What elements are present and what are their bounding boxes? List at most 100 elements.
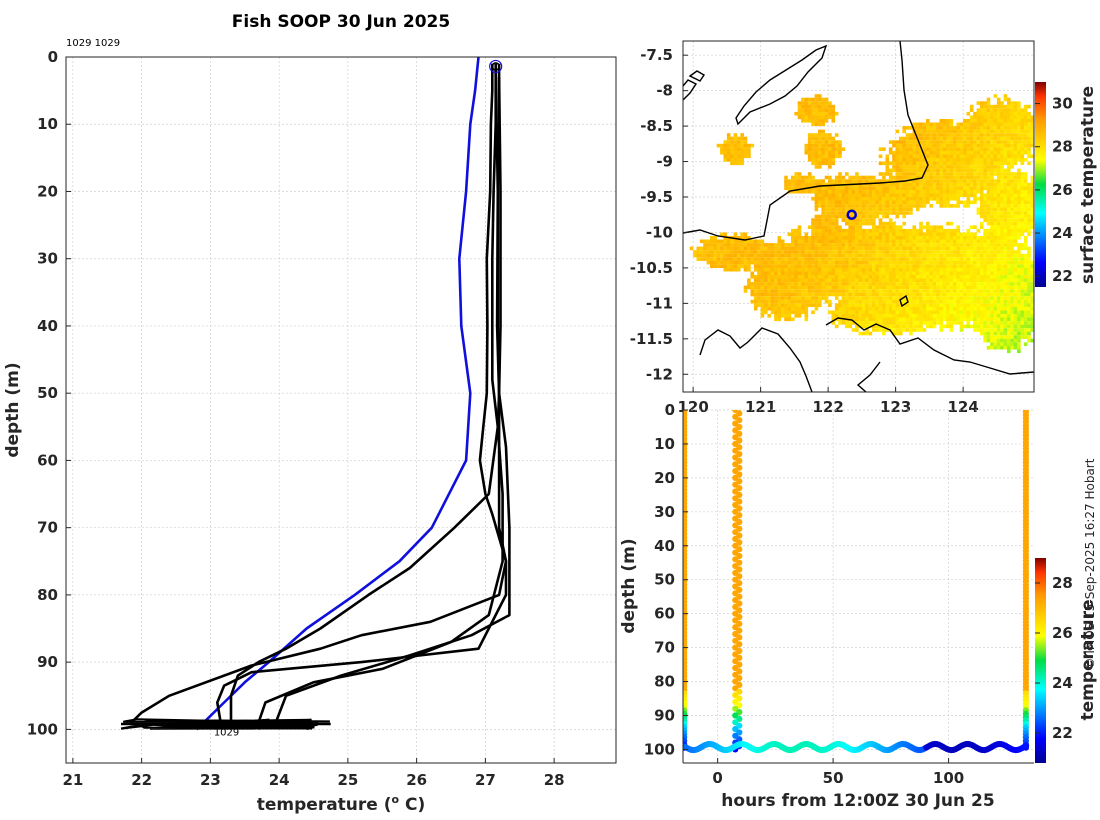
sst-cell [1003,172,1008,176]
sst-cell [720,232,724,237]
sst-cell [983,154,987,159]
sst-cell [946,310,950,315]
sst-cell [902,214,906,219]
sst-cell [834,253,839,258]
sst-cell [905,314,910,318]
sst-cell [966,111,971,116]
sst-cell [936,257,940,261]
sst-cell [969,310,974,315]
sst-cell [996,328,1001,332]
sst-cell [1007,285,1011,290]
sst-cell [963,292,967,297]
sst-cell [990,143,994,148]
sst-cell [882,310,886,315]
sst-cell [1030,328,1034,332]
sst-cell [861,239,866,244]
sst-cell [980,292,984,297]
sst-cell [821,122,825,127]
sst-cell [899,200,903,205]
sst-cell [882,331,886,336]
sst-cell [784,299,788,304]
sst-cell [1010,189,1014,194]
sst-cell [865,292,869,297]
sst-cell [777,260,782,265]
sst-cell [797,314,802,318]
sst-cell [1023,108,1028,112]
sst-cell [824,289,829,293]
sst-cell [983,193,987,198]
sst-cell [922,129,927,134]
sst-cell [963,306,967,311]
sst-cell [892,150,896,155]
sst-cell [774,271,778,276]
sst-cell [966,257,971,261]
sst-cell [750,289,755,293]
sst-cell [801,296,805,300]
sst-cell [942,175,947,180]
sst-cell [912,239,917,244]
sst-cell [878,161,883,166]
sst-cell [851,310,856,315]
sst-map: 120 121 122 123 124 -7.5-8-8.5-9-9.5-10-10.5… [630,40,1098,416]
sst-cell [966,122,971,127]
sst-cell [807,172,812,176]
sst-cell [892,228,896,233]
sst-cell [855,328,859,332]
sst-cell [942,197,947,201]
sst-cell [959,126,964,130]
sst-cell [932,182,937,187]
sst-cell [807,97,812,102]
sst-cell [949,189,954,194]
sst-cell [784,175,788,180]
sst-cell [794,257,798,261]
sst-cell [996,275,1001,279]
sst-cell [855,271,859,276]
sst-cell [1023,278,1028,283]
sst-cell [888,211,893,215]
sst-cell [770,278,775,283]
sst-cell [996,225,1001,229]
sst-cell [797,175,802,180]
sst-cell [1013,101,1018,105]
sst-cell [814,239,819,244]
sst-cell [865,193,869,198]
sst-cell [983,267,987,272]
sst-cell [1007,129,1011,134]
sst-cell [926,179,930,183]
sst-cell [892,267,896,272]
sst-cell [807,154,812,159]
map-colorbar-tick-label: 22 [1052,267,1073,285]
sst-cell [953,154,957,159]
sst-cell [986,328,991,332]
sst-cell [919,182,923,187]
sst-cell [922,321,927,325]
sst-cell [821,271,825,276]
sst-cell [824,108,829,112]
sst-cell [845,186,849,190]
sst-cell [1007,331,1011,336]
sst-cell [834,271,839,276]
sst-cell [892,257,896,261]
sst-cell [875,236,879,240]
sst-cell [794,228,798,233]
sst-cell [963,143,967,148]
sst-cell [699,250,704,254]
sst-cell [922,150,927,155]
sst-cell [872,275,876,279]
sst-cell [818,154,822,159]
sst-cell [834,260,839,265]
sst-cell [780,303,785,307]
sst-cell [905,228,910,233]
sst-cell [1017,267,1021,272]
sst-cell [990,108,994,112]
sst-cell [834,324,839,329]
sst-cell [875,289,879,293]
sst-cell [767,314,771,318]
sst-cell [942,228,947,233]
sst-cell [973,296,977,300]
sst-cell [875,310,879,315]
sst-cell [1010,143,1014,148]
sst-cell [929,189,933,194]
sst-cell [966,165,971,169]
sst-cell [747,147,751,151]
